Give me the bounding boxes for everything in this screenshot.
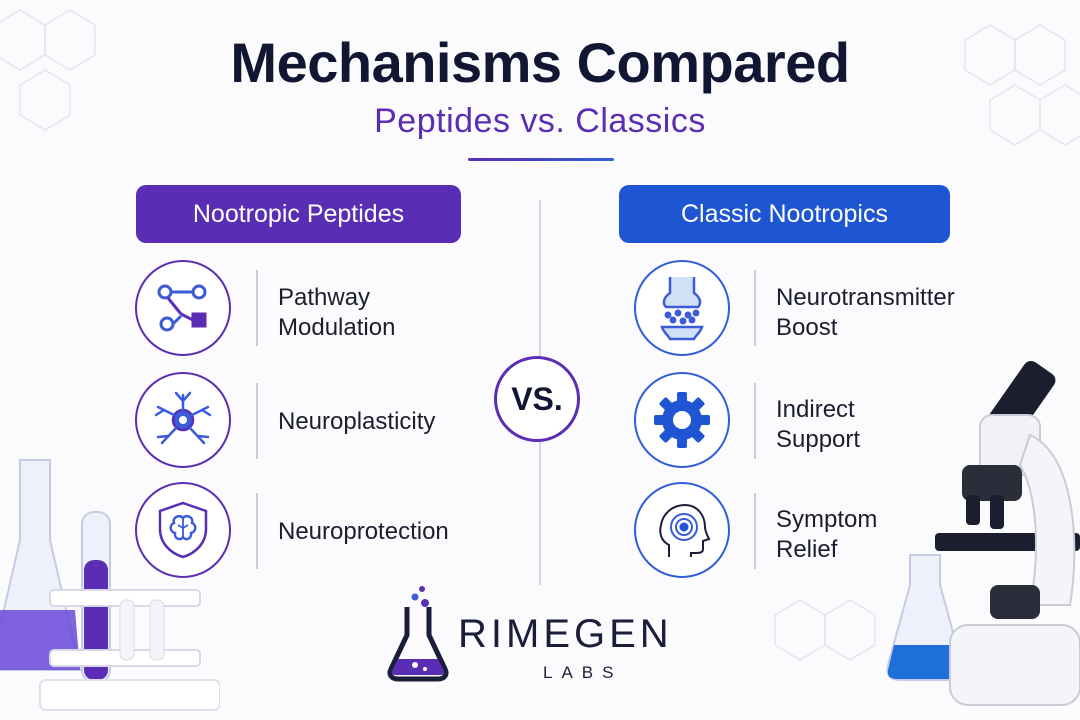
- brand-subtitle: LABS: [543, 663, 623, 682]
- brain-shield-icon: [135, 482, 231, 578]
- row-separator: [256, 383, 258, 459]
- neuroplasticity-label: Neuroplasticity: [278, 408, 436, 435]
- row-separator: [256, 493, 258, 569]
- row-separator: [754, 383, 756, 459]
- gear-icon: [634, 372, 730, 468]
- lab-glassware-illustration: [0, 459, 220, 711]
- synapse-icon: [634, 260, 730, 356]
- pathway-modulation-label: Pathway Modulation: [278, 284, 396, 341]
- nootropic-peptides-header: Nootropic Peptides: [136, 185, 461, 243]
- neuroprotection-label: Neuroprotection: [278, 518, 449, 545]
- flask-logo-icon: [387, 586, 449, 682]
- row-separator: [256, 270, 258, 346]
- vs-badge: VS.: [494, 356, 580, 442]
- pathway-network-icon: [135, 260, 231, 356]
- neuron-icon: [135, 372, 231, 468]
- page-subtitle: Peptides vs. Classics: [374, 102, 706, 140]
- classic-nootropics-header: Classic Nootropics: [619, 185, 950, 243]
- microscope-illustration: [886, 360, 1080, 706]
- page-title: Mechanisms Compared: [230, 31, 850, 94]
- row-separator: [754, 493, 756, 569]
- title-underline: [468, 158, 614, 161]
- symptom-relief-label: Symptom Relief: [776, 506, 878, 563]
- head-target-icon: [634, 482, 730, 578]
- row-separator: [754, 270, 756, 346]
- indirect-support-label: Indirect Support: [776, 396, 861, 453]
- neurotransmitter-boost-label: Neurotransmitter Boost: [776, 284, 955, 341]
- brand-name: RIMEGEN: [458, 612, 673, 656]
